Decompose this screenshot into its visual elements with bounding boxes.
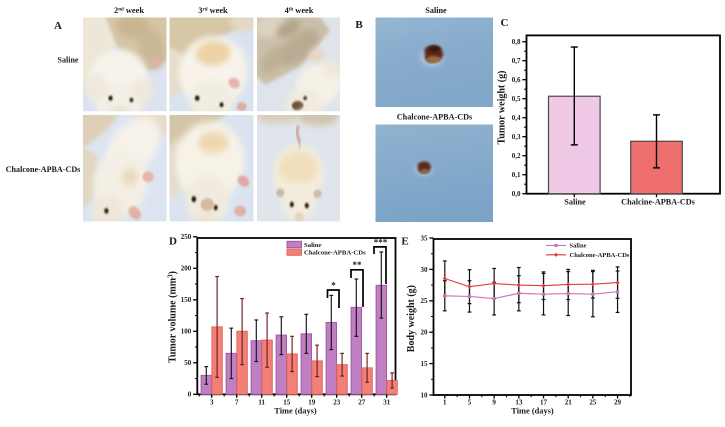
svg-text:*: * [331, 281, 336, 291]
svg-text:2nd week: 2nd week [114, 6, 144, 15]
svg-text:100: 100 [181, 328, 192, 336]
svg-text:5: 5 [468, 399, 472, 407]
svg-text:17: 17 [540, 399, 548, 407]
svg-text:30: 30 [421, 266, 429, 274]
svg-text:Chalcone-APBA-CDs: Chalcone-APBA-CDs [304, 250, 366, 257]
svg-text:23: 23 [333, 398, 341, 406]
svg-text:10: 10 [421, 391, 429, 399]
svg-text:C: C [501, 17, 509, 29]
svg-text:29: 29 [614, 399, 622, 407]
svg-text:Body weight (g): Body weight (g) [406, 285, 417, 352]
svg-text:Chalcone-APBA-CDs: Chalcone-APBA-CDs [570, 252, 630, 259]
svg-text:19: 19 [308, 398, 316, 406]
svg-text:Saline: Saline [564, 198, 586, 207]
svg-text:B: B [355, 19, 363, 31]
svg-text:150: 150 [181, 296, 192, 304]
svg-text:0,2: 0,2 [512, 152, 521, 160]
svg-text:Chalcone-APBA-CDs: Chalcone-APBA-CDs [397, 113, 473, 122]
svg-text:Chalcone-APBA-CDs: Chalcone-APBA-CDs [6, 165, 81, 174]
svg-text:0,4: 0,4 [512, 114, 521, 122]
svg-text:25: 25 [589, 399, 597, 407]
svg-text:Saline: Saline [570, 243, 587, 250]
svg-text:Saline: Saline [304, 242, 321, 249]
svg-text:Time (days): Time (days) [274, 407, 317, 416]
svg-text:11: 11 [258, 398, 265, 406]
svg-text:0,3: 0,3 [512, 133, 521, 141]
svg-text:0,1: 0,1 [512, 171, 521, 179]
svg-text:Saline: Saline [58, 56, 79, 65]
svg-text:200: 200 [181, 265, 192, 273]
svg-text:0,7: 0,7 [512, 57, 521, 65]
svg-text:20: 20 [421, 329, 429, 337]
svg-text:Time (days): Time (days) [511, 407, 554, 416]
svg-text:0: 0 [188, 391, 192, 399]
svg-text:1: 1 [443, 399, 447, 407]
svg-text:D: D [169, 236, 177, 248]
svg-text:50: 50 [184, 359, 192, 367]
svg-text:***: *** [374, 238, 388, 248]
svg-text:0,0: 0,0 [512, 190, 521, 198]
svg-text:15: 15 [283, 398, 291, 406]
svg-text:0,6: 0,6 [512, 76, 521, 84]
svg-text:0,5: 0,5 [512, 95, 521, 103]
svg-text:Tumor weight (g): Tumor weight (g) [497, 71, 508, 145]
svg-text:27: 27 [358, 398, 366, 406]
svg-text:3rd week: 3rd week [198, 6, 228, 15]
svg-text:7: 7 [235, 398, 239, 406]
svg-text:13: 13 [515, 399, 523, 407]
svg-text:15: 15 [421, 360, 429, 368]
svg-text:25: 25 [421, 297, 429, 305]
svg-text:250: 250 [181, 233, 192, 241]
svg-text:21: 21 [565, 399, 573, 407]
svg-text:31: 31 [383, 398, 391, 406]
svg-text:35: 35 [421, 234, 429, 242]
svg-text:3: 3 [210, 398, 214, 406]
svg-text:A: A [54, 20, 62, 32]
svg-text:4th week: 4th week [285, 6, 314, 15]
svg-text:Saline: Saline [425, 6, 447, 15]
svg-text:Chalcine-APBA-CDs: Chalcine-APBA-CDs [621, 198, 695, 207]
svg-text:Tumor volume (mm3): Tumor volume (mm3) [167, 271, 179, 363]
svg-text:E: E [401, 236, 408, 248]
svg-text:**: ** [353, 260, 363, 270]
svg-text:0,8: 0,8 [512, 38, 521, 46]
svg-text:9: 9 [492, 399, 496, 407]
